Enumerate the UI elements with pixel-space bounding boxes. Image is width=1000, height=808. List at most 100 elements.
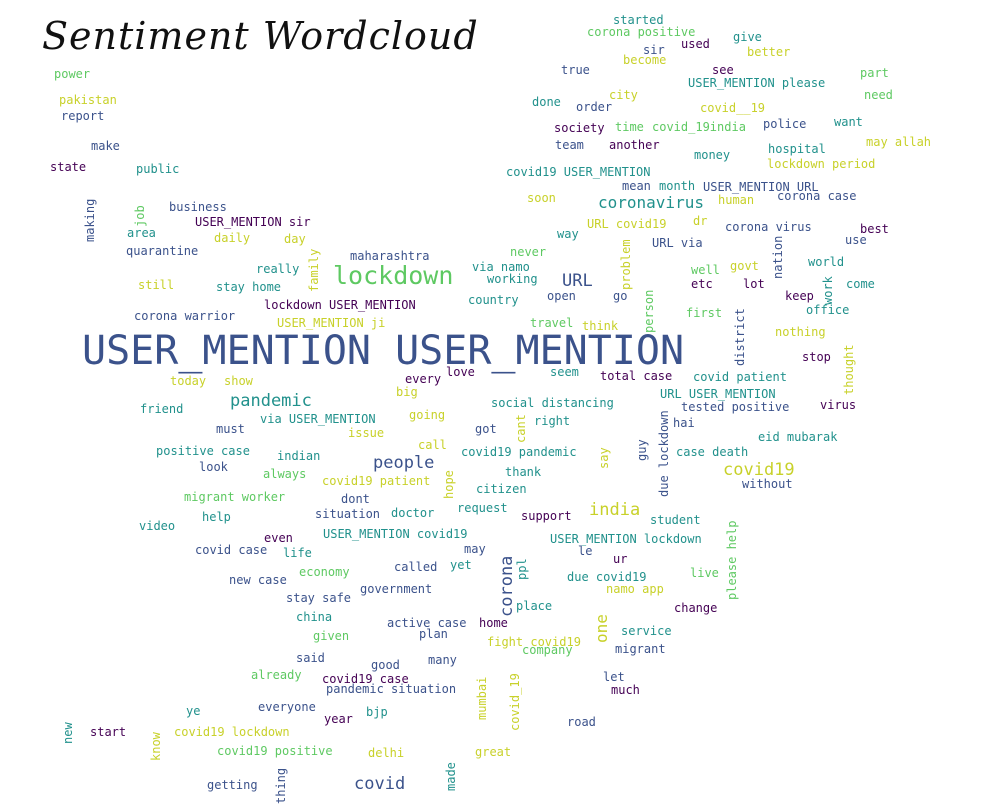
word-live: live bbox=[690, 566, 719, 580]
word-big: big bbox=[396, 385, 418, 399]
word-covid: covid bbox=[354, 774, 406, 794]
word-hope: hope bbox=[442, 470, 456, 499]
word-district: district bbox=[733, 308, 747, 366]
word-issue: issue bbox=[348, 426, 385, 440]
word-right: right bbox=[534, 414, 571, 428]
word-public: public bbox=[136, 162, 180, 176]
word-use: use bbox=[845, 233, 867, 247]
word-india: india bbox=[589, 500, 641, 520]
word-society: society bbox=[554, 121, 605, 135]
word-user-mention-covid19: USER_MENTION covid19 bbox=[323, 527, 468, 541]
word-keep: keep bbox=[785, 289, 814, 303]
word-user-mention-sir: USER_MENTION sir bbox=[195, 215, 311, 229]
wordcloud-title: Sentiment Wordcloud bbox=[42, 14, 479, 58]
word-know: know bbox=[149, 732, 163, 761]
word-country: country bbox=[468, 293, 519, 307]
word-work: work bbox=[821, 276, 835, 305]
word-life: life bbox=[283, 546, 312, 560]
word-coronavirus: coronavirus bbox=[598, 193, 704, 212]
word-mean: mean bbox=[622, 179, 651, 193]
word-pakistan: pakistan bbox=[59, 93, 117, 107]
word-new-case: new case bbox=[229, 573, 287, 587]
word-delhi: delhi bbox=[368, 746, 405, 760]
word-help: help bbox=[202, 510, 231, 524]
word-look: look bbox=[199, 460, 228, 474]
word-url-covid19: URL covid19 bbox=[587, 217, 667, 231]
word-le: le bbox=[578, 544, 593, 558]
word-via-user-mention: via USER_MENTION bbox=[260, 412, 376, 426]
word-getting: getting bbox=[207, 778, 258, 792]
word-corona: corona bbox=[497, 555, 517, 617]
word-already: already bbox=[251, 668, 302, 682]
word-covid-case: covid case bbox=[195, 543, 268, 557]
word-corona-case: corona case bbox=[777, 189, 857, 203]
word-part: part bbox=[860, 66, 889, 80]
word-need: need bbox=[864, 88, 893, 102]
word-one: one bbox=[592, 614, 611, 643]
word-active-case: active case bbox=[387, 616, 467, 630]
word-problem: problem bbox=[619, 239, 633, 290]
word-bjp: bjp bbox=[366, 705, 388, 719]
word-good: good bbox=[371, 658, 400, 672]
word-made: made bbox=[444, 762, 458, 791]
word-covid19-case: covid19 case bbox=[322, 672, 409, 686]
word-covid19-patient: covid19 patient bbox=[322, 474, 431, 488]
word-team: team bbox=[555, 138, 584, 152]
word-people: people bbox=[373, 453, 435, 473]
word-corona-virus: corona virus bbox=[725, 220, 812, 234]
word-covid-19: covid_19 bbox=[508, 673, 522, 731]
word-another: another bbox=[609, 138, 660, 152]
word-everyone: everyone bbox=[258, 700, 316, 714]
word-working: working bbox=[487, 272, 538, 286]
word-url-user-mention: URL USER_MENTION bbox=[660, 387, 776, 401]
word-start: start bbox=[90, 725, 127, 739]
word-open: open bbox=[547, 289, 576, 303]
word-lockdown-period: lockdown period bbox=[767, 157, 876, 171]
word-got: got bbox=[475, 422, 497, 436]
word-give: give bbox=[733, 30, 762, 44]
word-want: want bbox=[834, 115, 863, 129]
word-sir: sir bbox=[643, 43, 665, 57]
word-covid-19: covid__19 bbox=[700, 101, 766, 115]
word-much: much bbox=[611, 683, 640, 697]
word-covid19-user-mention: covid19 USER_MENTION bbox=[506, 165, 651, 179]
word-call: call bbox=[418, 438, 447, 452]
word-see: see bbox=[712, 63, 734, 77]
word-great: great bbox=[475, 745, 512, 759]
word-ye: ye bbox=[186, 704, 201, 718]
word-due-lockdown: due lockdown bbox=[657, 410, 671, 497]
word-said: said bbox=[296, 651, 325, 665]
word-company: company bbox=[522, 643, 573, 657]
word-make: make bbox=[91, 139, 120, 153]
word-going: going bbox=[409, 408, 446, 422]
word-stay-home: stay home bbox=[216, 280, 282, 294]
word-way: way bbox=[557, 227, 579, 241]
word-person: person bbox=[642, 289, 656, 333]
word-let: let bbox=[603, 670, 625, 684]
word-case-death: case death bbox=[676, 445, 749, 459]
word-covid19-pandemic: covid19 pandemic bbox=[461, 445, 577, 459]
word-started: started bbox=[613, 13, 664, 27]
word-think: think bbox=[582, 319, 619, 333]
word-total-case: total case bbox=[600, 369, 673, 383]
word-user-mention-lockdown: USER_MENTION lockdown bbox=[550, 532, 702, 546]
word-nothing: nothing bbox=[775, 325, 826, 339]
word-well: well bbox=[691, 263, 720, 277]
word-user-mention-url: USER_MENTION URL bbox=[703, 180, 819, 194]
word-hospital: hospital bbox=[768, 142, 826, 156]
word-url: URL bbox=[562, 271, 593, 291]
word-even: even bbox=[264, 531, 293, 545]
word-police: police bbox=[763, 117, 807, 131]
word-may-allah: may allah bbox=[866, 135, 932, 149]
word-migrant-worker: migrant worker bbox=[184, 490, 286, 504]
word-nation: nation bbox=[771, 235, 785, 279]
word-time: time bbox=[615, 120, 644, 134]
word-yet: yet bbox=[450, 558, 472, 572]
word-please-help: please help bbox=[725, 520, 739, 600]
word-city: city bbox=[609, 88, 638, 102]
word-covid-patient: covid patient bbox=[693, 370, 787, 384]
word-user-mention-ji: USER_MENTION ji bbox=[277, 316, 386, 330]
word-lot: lot bbox=[743, 277, 765, 291]
word-maharashtra: maharashtra bbox=[350, 249, 430, 263]
word-etc: etc bbox=[691, 277, 713, 291]
